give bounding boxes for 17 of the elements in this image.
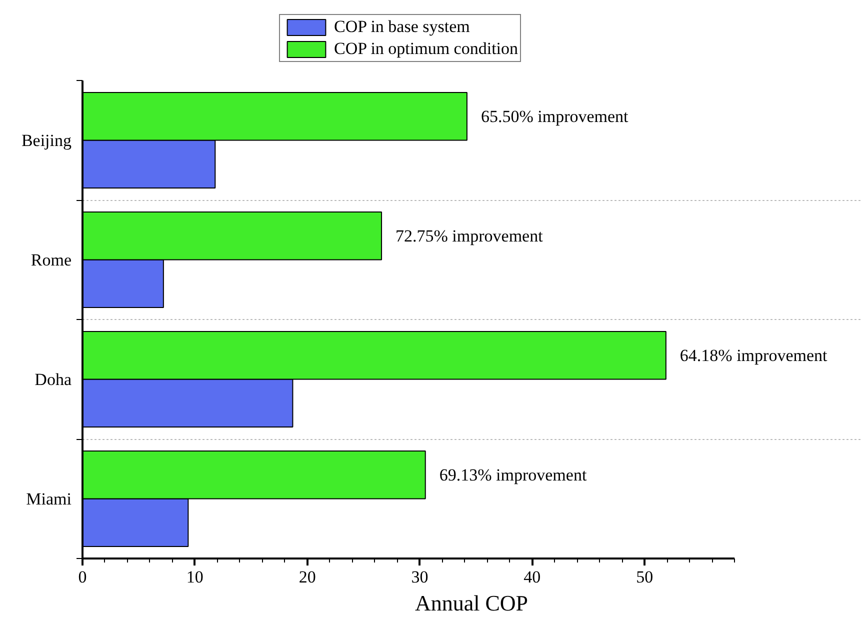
y-tick-label: Beijing	[21, 130, 72, 150]
y-tick-label: Doha	[34, 370, 72, 389]
annotation: 69.13% improvement	[439, 465, 587, 484]
x-tick-label: 50	[636, 568, 654, 586]
y-tick-label: Miami	[26, 489, 72, 508]
x-axis-title: Annual COP	[414, 590, 528, 616]
x-tick-label: 40	[524, 568, 541, 586]
annotation: 65.50% improvement	[480, 106, 629, 126]
x-tick-label: 10	[186, 568, 204, 586]
x-tick-label: 0	[78, 568, 87, 586]
y-tick-label: Rome	[30, 250, 72, 270]
legend-label: COP in base system	[334, 17, 470, 37]
x-tick-label: 20	[298, 568, 316, 586]
legend-label: COP in optimum condition	[334, 39, 518, 59]
x-tick-label: 30	[411, 568, 428, 586]
annotation: 64.18% improvement	[680, 346, 828, 365]
annotation: 72.75% improvement	[396, 226, 544, 246]
